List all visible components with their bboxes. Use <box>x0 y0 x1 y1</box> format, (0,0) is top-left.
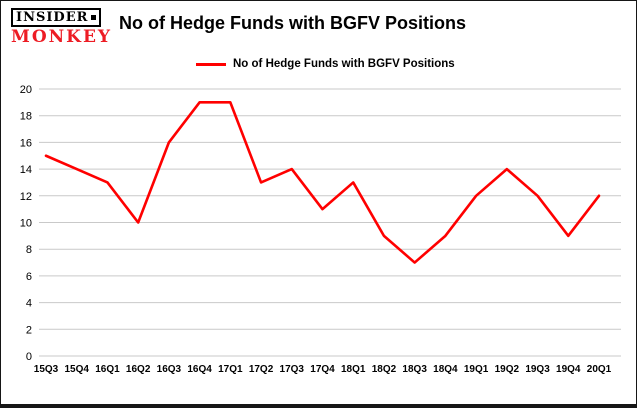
svg-text:15Q4: 15Q4 <box>64 364 89 375</box>
svg-text:4: 4 <box>26 298 32 310</box>
svg-text:18Q2: 18Q2 <box>372 364 397 375</box>
svg-text:6: 6 <box>26 271 32 283</box>
svg-text:18Q4: 18Q4 <box>433 364 458 375</box>
svg-text:19Q2: 19Q2 <box>495 364 520 375</box>
svg-text:19Q1: 19Q1 <box>464 364 489 375</box>
x-axis-labels: 15Q3 15Q4 16Q1 16Q2 16Q3 16Q4 17Q1 17Q2 17Q3 17Q4… <box>34 364 612 375</box>
logo-square-icon <box>91 15 97 20</box>
svg-text:8: 8 <box>26 244 32 256</box>
svg-text:16Q2: 16Q2 <box>126 364 151 375</box>
series-line <box>44 101 601 264</box>
svg-text:16Q4: 16Q4 <box>187 364 212 375</box>
svg-text:19Q3: 19Q3 <box>525 364 550 375</box>
svg-text:20: 20 <box>20 84 32 96</box>
gridlines <box>39 88 621 357</box>
svg-text:18: 18 <box>20 111 32 123</box>
svg-text:17Q4: 17Q4 <box>310 364 335 375</box>
svg-text:17Q2: 17Q2 <box>249 364 274 375</box>
insider-monkey-logo: INSIDER MONKEY <box>11 8 112 46</box>
svg-text:2: 2 <box>26 324 32 336</box>
logo-monkey-text: MONKEY <box>11 27 113 47</box>
svg-text:18Q3: 18Q3 <box>402 364 427 375</box>
legend-label: No of Hedge Funds with BGFV Positions <box>233 58 455 70</box>
svg-text:10: 10 <box>20 218 32 230</box>
svg-text:17Q3: 17Q3 <box>280 364 305 375</box>
svg-text:12: 12 <box>20 191 32 203</box>
legend-line-swatch <box>196 62 226 66</box>
logo-insider-text: INSIDER <box>16 10 89 25</box>
svg-text:18Q1: 18Q1 <box>341 364 366 375</box>
logo-insider-box: INSIDER <box>11 8 102 27</box>
svg-text:14: 14 <box>20 164 32 176</box>
chart-legend: No of Hedge Funds with BGFV Positions <box>196 58 455 70</box>
svg-text:16Q3: 16Q3 <box>157 364 182 375</box>
svg-text:19Q4: 19Q4 <box>556 364 581 375</box>
svg-text:17Q1: 17Q1 <box>218 364 243 375</box>
svg-text:16Q1: 16Q1 <box>95 364 120 375</box>
svg-text:0: 0 <box>26 351 32 363</box>
chart-title: No of Hedge Funds with BGFV Positions <box>119 13 466 33</box>
svg-text:16: 16 <box>20 137 32 149</box>
svg-text:15Q3: 15Q3 <box>34 364 59 375</box>
svg-text:20Q1: 20Q1 <box>587 364 612 375</box>
y-axis-labels: 0 2 4 6 8 10 12 14 16 18 20 <box>20 84 32 363</box>
